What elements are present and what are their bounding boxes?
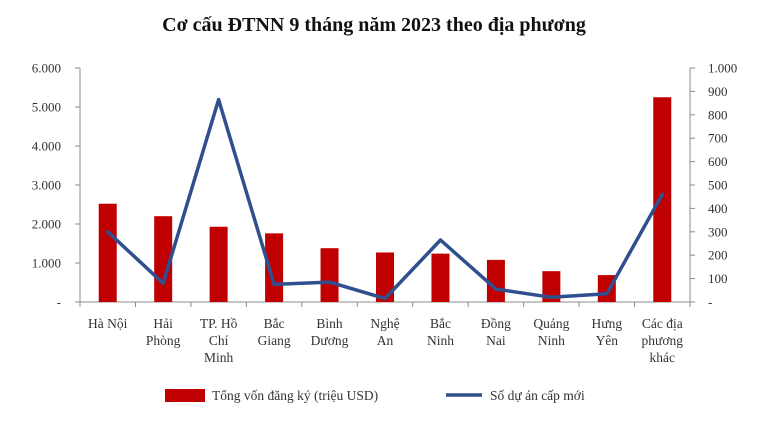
bar bbox=[486, 259, 505, 302]
category-label: Bắc Ninh bbox=[427, 316, 454, 348]
bar bbox=[653, 97, 672, 302]
legend: Tổng vốn đăng ký (triệu USD) Số dự án cấ… bbox=[165, 388, 585, 403]
legend-label-bar: Tổng vốn đăng ký (triệu USD) bbox=[212, 388, 378, 403]
category-label: Các địa phương khác bbox=[642, 316, 684, 365]
bar bbox=[431, 253, 450, 302]
left-tick-label: 3.000 bbox=[32, 178, 61, 193]
left-tick-label: 6.000 bbox=[32, 61, 61, 76]
right-tick-label: 400 bbox=[708, 201, 728, 216]
right-tick-label: 600 bbox=[708, 154, 728, 169]
category-label: Hưng Yên bbox=[592, 316, 623, 348]
right-tick-label: 300 bbox=[708, 224, 728, 239]
right-tick-label: 500 bbox=[708, 178, 728, 193]
category-label: Quảng Ninh bbox=[533, 316, 569, 348]
right-tick-label: 900 bbox=[708, 84, 728, 99]
left-tick-label: - bbox=[57, 295, 61, 310]
category-label: Bắc Giang bbox=[258, 316, 291, 348]
bar bbox=[98, 203, 117, 302]
category-label: TP. Hồ Chí Minh bbox=[200, 316, 238, 365]
right-tick-label: 700 bbox=[708, 131, 728, 146]
bar-series bbox=[98, 97, 672, 302]
left-tick-label: 1.000 bbox=[32, 256, 61, 271]
category-label: Hải Phòng bbox=[146, 316, 181, 348]
right-tick-label: 200 bbox=[708, 248, 728, 263]
category-labels: Hà Nội Hải Phòng TP. Hồ Chí Minh Bắc Giang Bình D… bbox=[88, 316, 683, 365]
category-label: Hà Nội bbox=[88, 316, 128, 331]
bar bbox=[376, 252, 394, 302]
category-label: Bình Dương bbox=[311, 316, 349, 348]
line-series bbox=[105, 97, 665, 301]
right-tick-label: 100 bbox=[708, 271, 728, 286]
right-tick-label: 1.000 bbox=[708, 61, 737, 76]
bar bbox=[542, 271, 561, 302]
bar bbox=[209, 226, 228, 302]
right-tick-label: - bbox=[708, 295, 712, 310]
left-tick-label: 4.000 bbox=[32, 139, 61, 154]
legend-label-line: Số dự án cấp mới bbox=[490, 388, 585, 403]
right-tick-label: 800 bbox=[708, 107, 728, 122]
category-label: Đồng Nai bbox=[481, 316, 511, 348]
legend-swatch-bar bbox=[165, 389, 205, 402]
left-tick-label: 5.000 bbox=[32, 100, 61, 115]
bar bbox=[320, 248, 339, 302]
axes: - 1.000 2.000 3.000 4.000 5.000 6.000 - 100 200 30… bbox=[32, 61, 738, 310]
category-label: Nghệ An bbox=[370, 316, 399, 348]
chart-title: Cơ cấu ĐTNN 9 tháng năm 2023 theo địa ph… bbox=[162, 14, 586, 36]
left-tick-label: 2.000 bbox=[32, 217, 61, 232]
